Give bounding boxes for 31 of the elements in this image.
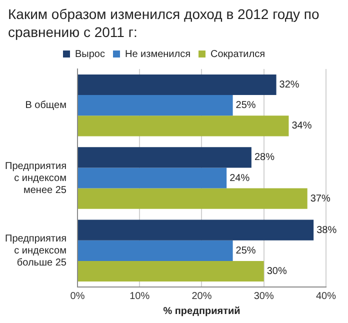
y-tick-label: Предприятия с индексом менее 25 bbox=[5, 160, 67, 196]
bar bbox=[78, 74, 276, 96]
data-label: 37% bbox=[310, 193, 330, 204]
data-label: 34% bbox=[292, 120, 312, 132]
bar bbox=[78, 240, 233, 261]
data-label: 24% bbox=[230, 172, 250, 184]
bar bbox=[78, 147, 252, 168]
data-label: 28% bbox=[254, 152, 275, 164]
x-tick-label: 0% bbox=[70, 290, 85, 302]
bar bbox=[78, 260, 264, 282]
data-label: 25% bbox=[236, 100, 256, 112]
x-tick-label: 20% bbox=[192, 290, 212, 302]
x-tick-label: 30% bbox=[254, 290, 274, 302]
bar bbox=[78, 188, 308, 209]
x-axis-title: % предприятий bbox=[163, 306, 240, 317]
bar bbox=[78, 95, 233, 116]
x-tick-label: 40% bbox=[316, 290, 336, 302]
bar bbox=[78, 220, 314, 240]
legend-label: Сократился bbox=[210, 48, 265, 60]
x-tick-label: 10% bbox=[130, 290, 150, 302]
data-label: 38% bbox=[316, 224, 337, 236]
chart-title: Каким образом изменился доход в 2012 году по сравнению с 2011 г: bbox=[7, 5, 320, 41]
data-label: 25% bbox=[236, 245, 256, 256]
data-label: 32% bbox=[279, 79, 300, 90]
y-tick-label: В общем bbox=[25, 100, 67, 112]
legend-label: Вырос bbox=[75, 48, 105, 60]
legend-label: Не изменился bbox=[124, 48, 191, 60]
bar bbox=[78, 168, 227, 188]
bar bbox=[78, 116, 289, 136]
data-label: 30% bbox=[266, 266, 287, 278]
y-tick-label: Предприятия с индексом больше 25 bbox=[5, 233, 67, 268]
